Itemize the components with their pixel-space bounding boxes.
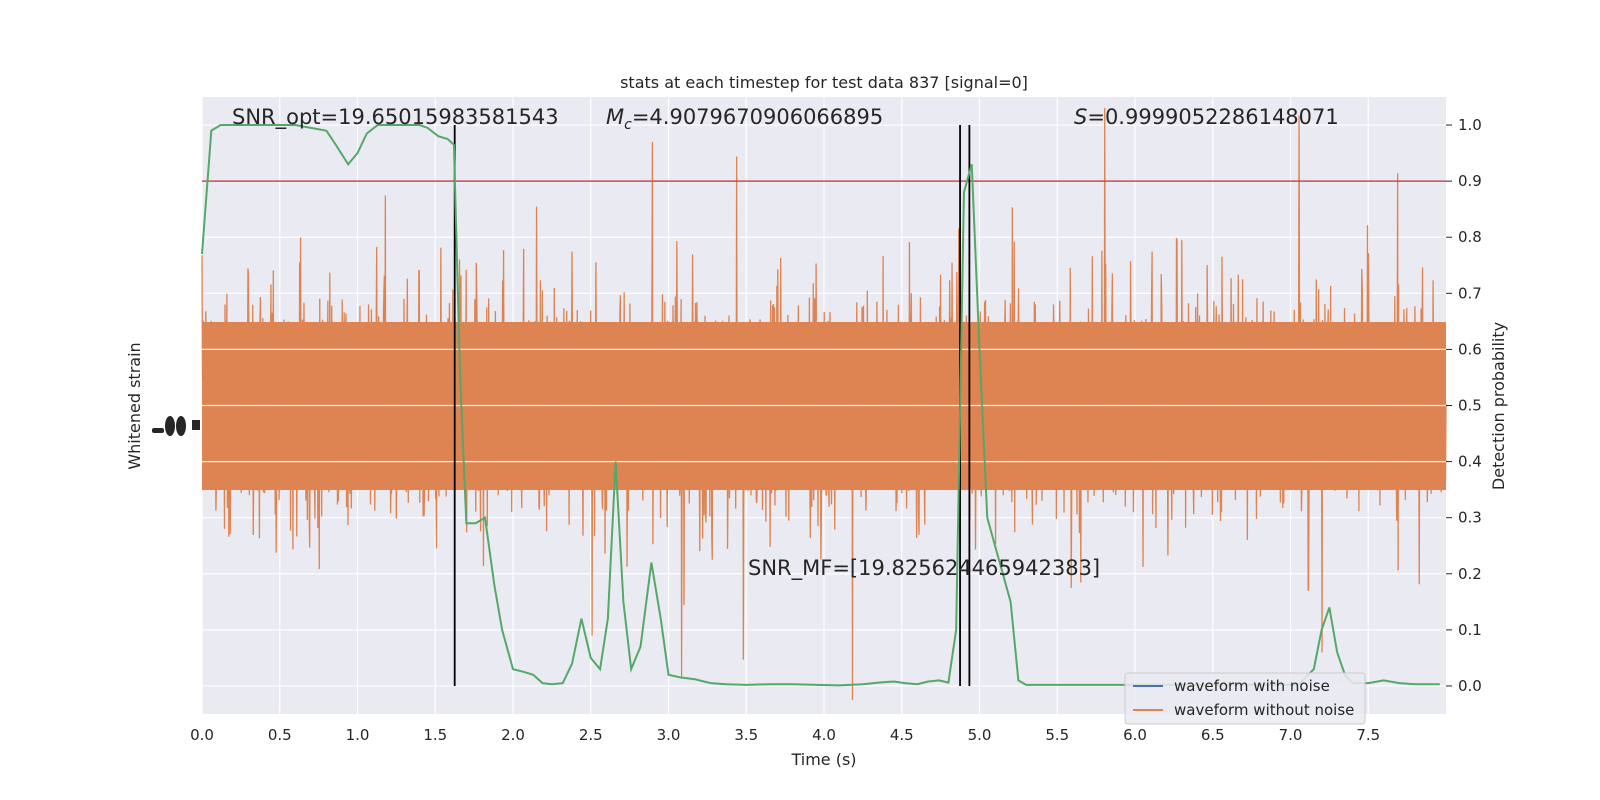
mc-symbol: M <box>606 105 624 129</box>
s-symbol: S <box>1074 105 1087 129</box>
waveform-without-noise-line <box>201 107 1447 701</box>
x-tick-label: 3.0 <box>657 726 681 744</box>
x-tick-label: 7.0 <box>1279 726 1303 744</box>
x-tick-label: 6.5 <box>1201 726 1225 744</box>
x-tick-label: 2.0 <box>501 726 525 744</box>
mc-annotation: Mc=4.9079670906066895 <box>606 105 883 133</box>
legend-box <box>1124 672 1366 725</box>
x-tick-label: 2.5 <box>579 726 603 744</box>
y-tick-label: 0.3 <box>1458 509 1482 527</box>
y-tick-label: 0.9 <box>1458 172 1482 190</box>
chart-title: stats at each timestep for test data 837… <box>620 73 1028 92</box>
x-tick-label: 4.0 <box>812 726 836 744</box>
mc-value: =4.9079670906066895 <box>632 105 883 129</box>
legend-label-without-noise: waveform without noise <box>1174 701 1354 719</box>
y-tick-label: 0.6 <box>1458 340 1482 358</box>
s-value: =0.9999052286148071 <box>1087 105 1338 129</box>
y-tick-label: 0.1 <box>1458 621 1482 639</box>
x-axis-label: Time (s) <box>790 750 856 769</box>
left-axis-tick-cluster <box>152 416 200 436</box>
x-tick-label: 0.5 <box>268 726 292 744</box>
snr-opt-annotation: SNR_opt=19.65015983581543 <box>232 105 559 130</box>
x-tick-label: 7.5 <box>1356 726 1380 744</box>
x-axis-ticks: 0.0 0.5 1.0 1.5 2.0 2.5 3.0 3.5 4.0 4.5 5.0 5.5 6.0 6… <box>190 726 1380 744</box>
s-annotation: S=0.9999052286148071 <box>1074 105 1339 129</box>
x-tick-label: 3.5 <box>734 726 758 744</box>
x-tick-label: 4.5 <box>890 726 914 744</box>
y-tick-label: 1.0 <box>1458 116 1482 134</box>
waveform-without-noise-trace <box>201 107 1447 701</box>
x-tick-label: 0.0 <box>190 726 214 744</box>
y-axis-right-label: Detection probability <box>1489 322 1508 490</box>
snr-mf-annotation: SNR_MF=[19.825624465942383] <box>748 556 1100 581</box>
x-tick-label: 1.5 <box>423 726 447 744</box>
y-tick-label: 0.2 <box>1458 565 1482 583</box>
y-axis-right-ticks: 0.0 0.1 0.2 0.3 0.4 0.5 0.6 0.7 0.8 0.9 1.0 <box>1446 116 1482 695</box>
y-tick-label: 0.8 <box>1458 228 1482 246</box>
x-tick-label: 5.0 <box>968 726 992 744</box>
x-tick-label: 5.5 <box>1045 726 1069 744</box>
mc-subscript: c <box>624 117 632 133</box>
y-tick-label: 0.4 <box>1458 453 1482 471</box>
y-axis-left-label: Whitened strain <box>125 342 144 469</box>
x-tick-label: 6.0 <box>1123 726 1147 744</box>
y-tick-label: 0.7 <box>1458 284 1482 302</box>
legend: waveform with noise waveform without noi… <box>1124 672 1366 725</box>
legend-label-with-noise: waveform with noise <box>1174 677 1330 695</box>
y-tick-label: 0.5 <box>1458 397 1482 415</box>
x-tick-label: 1.0 <box>346 726 370 744</box>
y-tick-label: 0.0 <box>1458 677 1482 695</box>
